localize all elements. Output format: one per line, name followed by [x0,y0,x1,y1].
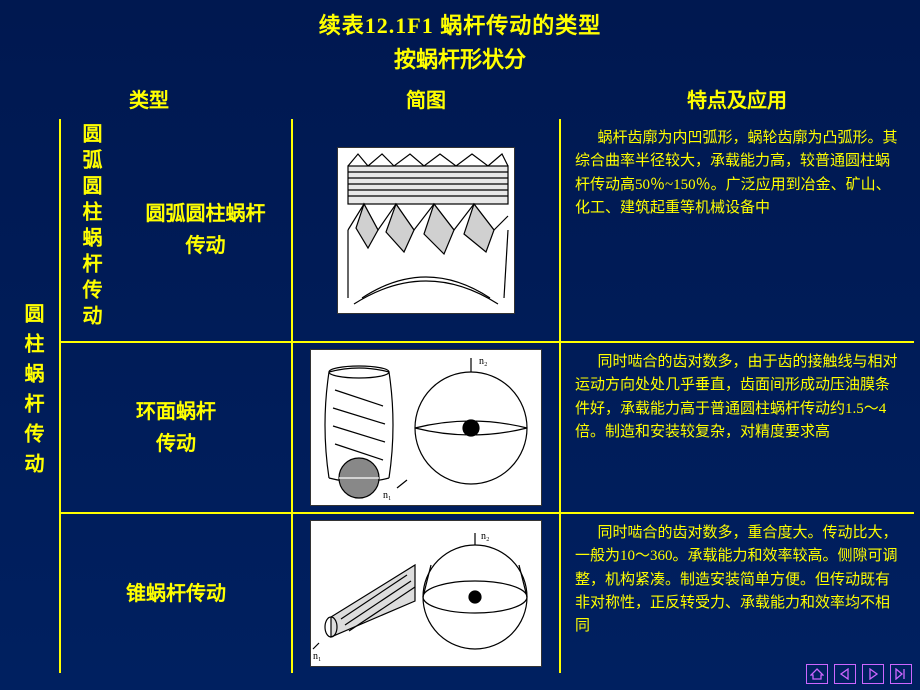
desc-cell: 同时啮合的齿对数多，由于齿的接触线与相对运动方向处处几乎垂直，齿面间形成动压油膜… [560,342,914,513]
table-row: 圆柱蜗杆传动 圆弧圆柱蜗杆传动 圆弧圆柱蜗杆 传动 [6,119,914,342]
next-icon [867,668,879,680]
header-type: 类型 [6,78,292,119]
group-cell-outer: 圆柱蜗杆传动 [6,119,60,673]
group-label-outer: 圆柱蜗杆传动 [18,303,47,483]
group-cell-mid: 圆弧圆柱蜗杆传动 [60,119,120,342]
home-button[interactable] [806,664,828,684]
diagram-globoid-worm: n₂ n₁ [310,349,542,506]
type-name-l2: 传动 [156,433,196,455]
header-diagram: 简图 [292,78,560,119]
type-name-l1: 锥蜗杆传动 [126,583,226,605]
group-label-mid: 圆弧圆柱蜗杆传动 [76,123,105,331]
type-name-cell: 环面蜗杆 传动 [60,342,292,513]
nav-bar [806,664,912,684]
table-row: 环面蜗杆 传动 [6,342,914,513]
type-name-cell: 圆弧圆柱蜗杆 传动 [120,119,292,342]
prev-icon [839,668,851,680]
type-name-l2: 传动 [186,235,226,257]
prev-button[interactable] [834,664,856,684]
main-title: 续表12.1F1 蜗杆传动的类型 [6,8,914,40]
svg-text:n₁: n₁ [313,651,322,661]
type-name-l1: 环面蜗杆 [136,401,216,423]
home-icon [810,668,824,680]
next-button[interactable] [862,664,884,684]
last-icon [894,668,908,680]
worm-drive-table: 类型 简图 特点及应用 圆柱蜗杆传动 圆弧圆柱蜗杆传动 圆弧圆柱蜗杆 传动 [6,78,914,673]
title-area: 续表12.1F1 蜗杆传动的类型 按蜗杆形状分 [6,8,914,74]
diagram-cone-worm: n₁ n₂ [310,520,542,667]
svg-text:n₁: n₁ [383,490,392,500]
diagram-cell [292,119,560,342]
desc-cell: 同时啮合的齿对数多，重合度大。传动比大，一般为10～360。承载能力和效率较高。… [560,513,914,673]
table-header-row: 类型 简图 特点及应用 [6,78,914,119]
diagram-cell: n₂ n₁ [292,342,560,513]
svg-text:n₂: n₂ [479,356,488,367]
type-name-cell: 锥蜗杆传动 [60,513,292,673]
svg-text:n₂: n₂ [481,531,490,542]
desc-cell: 蜗杆齿廓为内凹弧形，蜗轮齿廓为凸弧形。其综合曲率半径较大，承载能力高，较普通圆柱… [560,119,914,342]
sub-title: 按蜗杆形状分 [6,42,914,74]
type-name-l1: 圆弧圆柱蜗杆 [146,203,266,225]
slide: 续表12.1F1 蜗杆传动的类型 按蜗杆形状分 类型 简图 特点及应用 圆柱蜗杆… [0,0,920,690]
diagram-arc-worm [337,147,515,314]
header-features: 特点及应用 [560,78,914,119]
table-row: 锥蜗杆传动 n₁ [6,513,914,673]
diagram-cell: n₁ n₂ [292,513,560,673]
last-button[interactable] [890,664,912,684]
